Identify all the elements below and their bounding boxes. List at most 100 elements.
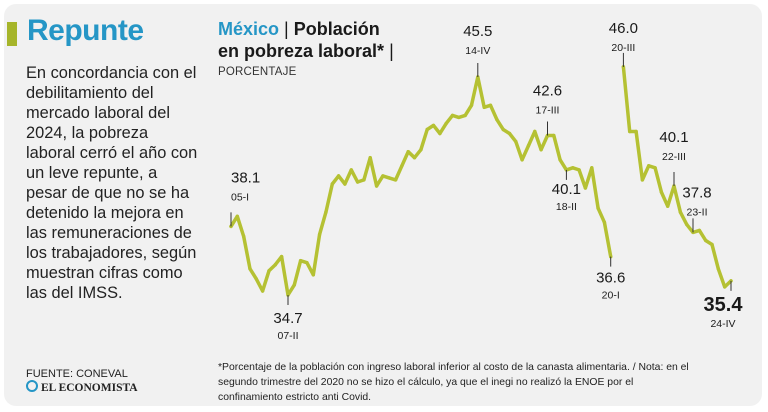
annotation-layer: 38.1 05-I 34.7 07-II 40.1 18-II 45.5 14-IV 42.6 1… bbox=[230, 20, 744, 342]
chart-title-main: Población bbox=[293, 19, 380, 39]
source-credit: FUENTE: CONEVAL bbox=[26, 368, 128, 380]
data-point-10-III bbox=[368, 156, 372, 160]
data-label-value: 40.1 bbox=[552, 181, 581, 198]
data-point-15-III bbox=[495, 117, 499, 122]
data-label-value: 40.1 bbox=[659, 129, 688, 146]
data-label-value: 37.8 bbox=[682, 184, 711, 201]
data-point-09-III bbox=[343, 182, 347, 186]
data-point-09-IV bbox=[349, 168, 353, 172]
data-point-24-II bbox=[716, 267, 720, 271]
data-point-22-II bbox=[666, 204, 670, 208]
data-point-12-I bbox=[406, 150, 410, 154]
data-point-23-I bbox=[685, 222, 689, 227]
headline: Repunte bbox=[27, 14, 144, 47]
data-label-period: 24-IV bbox=[710, 318, 735, 330]
data-point-07-III bbox=[292, 283, 296, 287]
data-point-22-I bbox=[659, 190, 664, 194]
data-point-13-I bbox=[431, 123, 436, 128]
y-axis-label: PORCENTAJE bbox=[218, 66, 297, 78]
body-text: En concordancia con el debilitamiento de… bbox=[26, 64, 198, 302]
data-point-19-II bbox=[590, 166, 594, 170]
data-point-22-IV bbox=[678, 210, 683, 214]
data-point-18-I bbox=[558, 158, 562, 162]
footnote: *Porcentaje de la población con ingreso … bbox=[218, 362, 689, 403]
data-point-21-I bbox=[634, 129, 638, 134]
data-point-13-II bbox=[438, 131, 442, 136]
data-label-value: 35.4 bbox=[704, 294, 744, 316]
data-point-23-III bbox=[697, 228, 702, 233]
data-point-06-III bbox=[267, 269, 271, 273]
data-point-08-IV bbox=[324, 210, 328, 214]
data-point-17-II bbox=[539, 148, 543, 152]
data-point-17-I bbox=[533, 129, 537, 134]
data-point-11-III bbox=[393, 178, 398, 182]
data-point-14-I bbox=[457, 115, 461, 120]
data-label-value: 45.5 bbox=[463, 23, 492, 40]
data-label-period: 05-I bbox=[231, 191, 249, 203]
data-point-20-III bbox=[621, 65, 626, 69]
data-point-21-II bbox=[640, 178, 645, 182]
data-label-period: 23-II bbox=[686, 206, 707, 218]
data-point-24-III bbox=[723, 285, 727, 289]
chart-title-country: México bbox=[218, 19, 280, 39]
data-point-10-I bbox=[355, 180, 360, 184]
data-point-23-IV bbox=[704, 238, 708, 243]
data-label-period: 20-I bbox=[602, 290, 620, 302]
data-point-13-III bbox=[444, 121, 448, 126]
data-point-07-IV bbox=[298, 259, 303, 263]
data-label-period: 14-IV bbox=[465, 45, 490, 57]
data-label-value: 34.7 bbox=[273, 310, 302, 327]
data-point-15-I bbox=[482, 105, 486, 110]
data-point-18-III bbox=[571, 166, 575, 170]
data-point-12-IV bbox=[425, 127, 429, 132]
data-label-value: 42.6 bbox=[533, 83, 562, 100]
data-point-10-II bbox=[362, 178, 366, 182]
data-point-21-III bbox=[647, 164, 651, 168]
series-line-segment-2 bbox=[621, 65, 733, 289]
data-point-18-IV bbox=[577, 168, 581, 172]
data-point-13-IV bbox=[450, 113, 455, 118]
data-point-17-IV bbox=[552, 133, 556, 138]
data-point-16-III bbox=[520, 158, 524, 162]
data-point-16-I bbox=[507, 131, 512, 136]
data-point-19-III bbox=[596, 206, 600, 210]
data-point-06-I bbox=[254, 277, 258, 281]
data-point-15-IV bbox=[501, 127, 505, 132]
data-point-11-IV bbox=[400, 164, 404, 168]
data-point-05-II bbox=[235, 214, 239, 218]
data-label-period: 20-III bbox=[611, 42, 635, 54]
data-point-05-IV bbox=[248, 267, 252, 271]
data-label-period: 17-III bbox=[536, 105, 560, 117]
data-point-09-II bbox=[336, 174, 341, 178]
data-label-period: 18-II bbox=[556, 201, 577, 213]
data-point-21-IV bbox=[653, 166, 657, 170]
data-label-period: 07-II bbox=[277, 330, 298, 342]
data-point-09-I bbox=[330, 182, 334, 186]
data-point-24-IV bbox=[729, 279, 733, 283]
chart-title-main-2: en pobreza laboral* bbox=[218, 41, 385, 61]
data-point-06-II bbox=[260, 289, 265, 293]
data-point-12-II bbox=[412, 156, 417, 160]
data-point-05-III bbox=[242, 234, 246, 239]
data-point-06-IV bbox=[273, 263, 277, 267]
data-point-19-IV bbox=[602, 220, 607, 224]
data-point-11-II bbox=[387, 176, 391, 180]
data-label-period: 22-III bbox=[662, 151, 686, 163]
series-layer bbox=[229, 65, 733, 297]
data-point-14-II bbox=[463, 113, 467, 118]
data-point-16-II bbox=[514, 139, 518, 144]
data-point-10-IV bbox=[374, 184, 379, 188]
data-label-value: 36.6 bbox=[596, 270, 625, 287]
data-point-08-I bbox=[305, 261, 309, 265]
brand-mark-icon bbox=[26, 380, 38, 392]
data-point-08-II bbox=[311, 273, 315, 277]
data-label-value: 38.1 bbox=[231, 169, 260, 186]
data-point-08-III bbox=[317, 232, 322, 237]
data-point-14-III bbox=[469, 103, 474, 108]
brand-logo: EL ECONOMISTA bbox=[26, 380, 138, 394]
infographic-card bbox=[4, 4, 762, 406]
accent-bar bbox=[7, 22, 17, 46]
data-point-15-II bbox=[488, 103, 493, 108]
data-point-24-I bbox=[710, 242, 714, 247]
